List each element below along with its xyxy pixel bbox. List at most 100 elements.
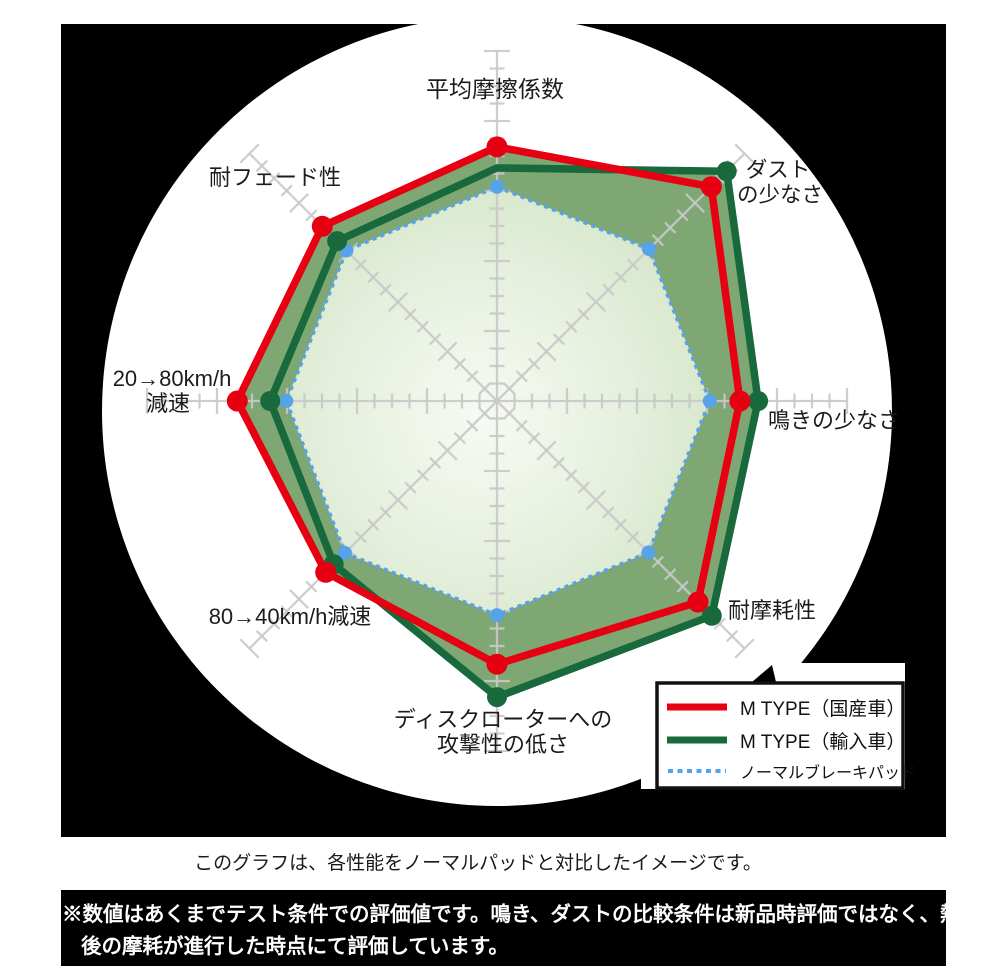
axis-tick xyxy=(354,531,367,544)
axis-tick xyxy=(387,489,409,511)
caption-text: このグラフは、各性能をノーマルパッドと対比したイメージです。 xyxy=(194,852,762,874)
data-point-normal-pad xyxy=(642,242,656,256)
data-point-mtype-domestic xyxy=(700,176,722,198)
data-point-normal-pad xyxy=(279,394,294,408)
axis-label-friction: 平均摩擦係数 xyxy=(426,76,564,102)
data-point-mtype-import xyxy=(716,161,737,182)
axis-tick xyxy=(614,271,627,284)
axis-label-squeal: 鳴きの少なさ xyxy=(768,408,900,433)
axis-tick xyxy=(602,283,615,296)
axis-tick xyxy=(734,638,755,659)
data-point-mtype-domestic xyxy=(729,390,751,412)
axis-tick xyxy=(305,209,318,222)
footnote-line2: 後の摩耗が進行した時点にて評価しています。 xyxy=(81,934,509,958)
axis-tick xyxy=(676,209,689,222)
axis-tick xyxy=(503,382,516,395)
axis-tick xyxy=(239,143,260,164)
axis-tick xyxy=(387,291,409,313)
radar-axes xyxy=(145,49,849,753)
legend-corner-notch xyxy=(752,665,776,682)
axis-label-decel-80-40: 80→40km/h減速 xyxy=(209,604,372,629)
axis-tick xyxy=(734,143,755,164)
data-point-mtype-domestic xyxy=(226,390,248,412)
axis-tick xyxy=(602,506,615,519)
footnote-line1: ※数値はあくまでテスト条件での評価値です。鳴き、ダストの比較条件は新品時評価では… xyxy=(62,902,1002,926)
data-point-normal-pad xyxy=(338,546,352,560)
axis-tick xyxy=(536,341,557,362)
data-point-mtype-import xyxy=(487,687,507,708)
axis-tick xyxy=(552,456,565,469)
axis-tick xyxy=(404,481,417,494)
data-point-mtype-domestic xyxy=(486,136,508,158)
data-point-mtype-domestic xyxy=(687,591,709,613)
axis-tick xyxy=(239,638,260,659)
data-point-mtype-import xyxy=(701,605,722,626)
data-point-mtype-domestic xyxy=(315,561,337,583)
axis-tick xyxy=(713,617,726,630)
axis-tick xyxy=(268,172,281,185)
axis-tick xyxy=(565,469,578,482)
axis-tick xyxy=(379,283,392,296)
axis-tick xyxy=(627,531,640,544)
data-point-mtype-domestic xyxy=(486,653,508,675)
axis-label-fade: 耐フェード性 xyxy=(209,165,341,190)
axis-tick xyxy=(515,370,528,383)
axis-tick xyxy=(536,440,557,461)
axis-label-decel-20-80-line1: 20→80km/h xyxy=(113,366,232,391)
data-point-normal-pad xyxy=(490,179,504,194)
axis-tick xyxy=(651,555,664,568)
axis-tick xyxy=(437,341,458,362)
axis-tick xyxy=(416,320,429,333)
axis-label-rotor-line2: 攻撃性の低さ xyxy=(437,732,569,757)
axis-tick xyxy=(528,432,541,445)
axis-tick xyxy=(466,419,479,432)
axis-tick xyxy=(305,580,318,593)
axis-label-dust-line2: の少なさ xyxy=(737,183,823,207)
data-point-mtype-import xyxy=(748,391,769,411)
axis-tick xyxy=(577,481,590,494)
axis-tick xyxy=(404,308,417,321)
data-point-mtype-import xyxy=(260,391,281,411)
axis-tick xyxy=(585,489,607,511)
data-point-mtype-domestic xyxy=(311,215,333,237)
axis-tick xyxy=(367,271,380,284)
axis-tick xyxy=(503,407,516,420)
axis-tick xyxy=(429,456,442,469)
axis-tick xyxy=(664,568,677,581)
axis-tick xyxy=(614,518,627,531)
axis-tick xyxy=(651,234,664,247)
legend-label-mtype-import: M TYPE（輸入車） xyxy=(740,731,905,753)
axis-tick xyxy=(268,617,281,630)
axis-tick xyxy=(280,605,293,618)
axis-tick xyxy=(676,580,689,593)
axis-tick xyxy=(684,193,705,214)
data-point-mtype-import xyxy=(327,231,348,252)
axis-tick xyxy=(552,333,565,346)
axis-tick xyxy=(367,518,380,531)
axis-tick xyxy=(289,193,310,214)
axis-tick xyxy=(515,419,528,432)
axis-label-rotor-line1: ディスクローターへの xyxy=(394,707,612,732)
axis-tick xyxy=(453,432,466,445)
data-point-normal-pad xyxy=(490,608,504,623)
axis-tick xyxy=(453,357,466,370)
axis-label-decel-20-80-line2: 減速 xyxy=(146,391,190,416)
legend: M TYPE（国産車） M TYPE（輸入車） ノーマルブレーキパッド xyxy=(641,663,916,790)
radar-series xyxy=(226,136,769,708)
data-point-normal-pad xyxy=(641,545,656,560)
axis-tick xyxy=(437,440,458,461)
axis-tick xyxy=(429,333,442,346)
axis-tick xyxy=(627,258,640,271)
axis-tick xyxy=(478,407,491,420)
axis-tick xyxy=(289,588,310,609)
axis-tick xyxy=(585,291,607,313)
axis-tick xyxy=(466,370,479,383)
axis-tick xyxy=(565,320,578,333)
axis-tick xyxy=(255,159,269,173)
legend-label-normal-pad: ノーマルブレーキパッド xyxy=(740,763,916,782)
legend-label-mtype-domestic: M TYPE（国産車） xyxy=(740,698,905,720)
footnote-bar xyxy=(61,890,946,966)
axis-tick xyxy=(379,506,392,519)
